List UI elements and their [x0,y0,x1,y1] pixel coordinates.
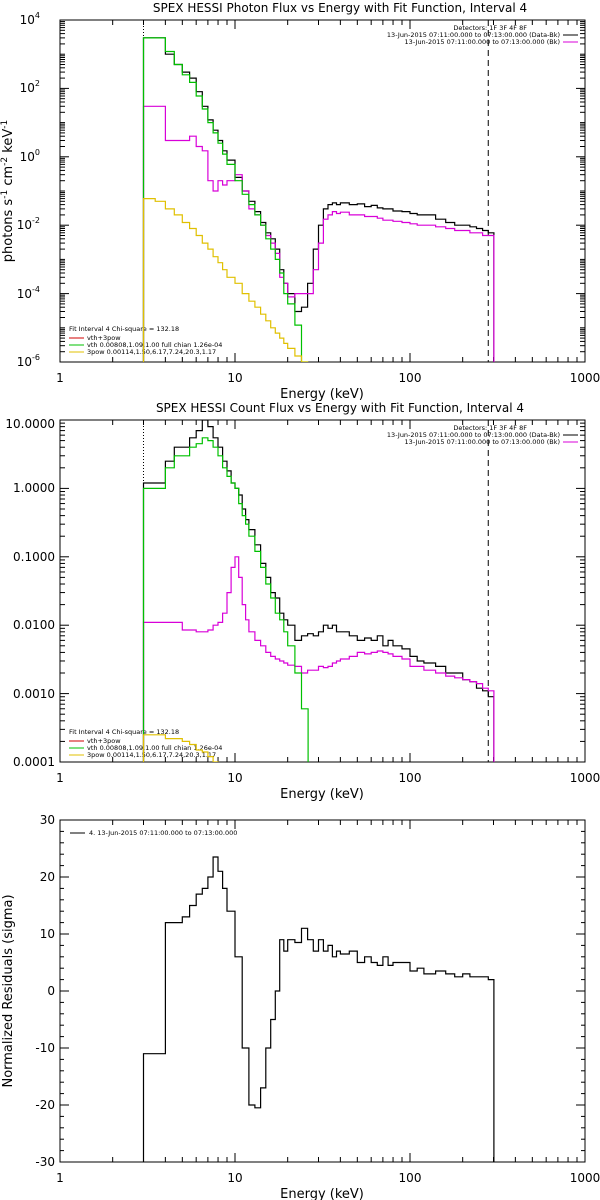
x-tick-label: 100 [399,371,422,385]
y-tick-label: 0.1000 [13,550,55,564]
x-tick-label: 1 [56,771,64,785]
legend-header: Fit Interval 4 Chi-square = 132.18 [69,728,179,736]
legend-entry: vth 0.00808,1.09,1.00 full chian 1.26e-0… [87,341,222,349]
y-tick-label: 10.0000 [5,417,55,431]
photon-flux-y-axis-title: photons s-1 cm-2 keV-1 [0,120,16,262]
series-line-1 [142,105,495,362]
photon-flux-chart: SPEX HESSI Photon Flux vs Energy with Fi… [0,1,600,402]
legend-header: Fit Interval 4 Chi-square = 132.18 [69,325,179,333]
residuals-x-axis-title: Energy (keV) [280,1187,364,1200]
series-line-3 [142,198,320,362]
photon-flux-x-axis-title: Energy (keV) [280,387,364,402]
y-tick-label: 10-6 [17,353,40,369]
y-tick-label: 100 [20,148,40,164]
count-flux-legend-right: Detectors: 1F 3F 4F 8F 13-Jun-2015 07:11… [387,424,578,446]
legend-header: Detectors: 1F 3F 4F 8F [453,24,527,32]
legend-entry: vth+3pow [87,334,121,342]
photon-flux-x-ticks: 1 10 100 1000 [56,371,600,385]
x-tick-label: 10 [227,1171,242,1185]
y-tick-label: 0 [47,984,55,998]
y-tick-label: 0.0001 [13,755,55,769]
series-line-1 [142,556,495,762]
y-tick-label: 10-2 [17,216,40,232]
series-line-0 [142,856,495,1162]
x-tick-label: 100 [399,771,422,785]
y-tick-label: -20 [35,1098,55,1112]
legend-entry: 13-Jun-2015 07:11:00.000 to 07:13:00.000… [387,431,560,439]
x-tick-label: 100 [399,1171,422,1185]
legend-entry: 3pow 0.00114,1.50,6.17,7.24,20.3,1.17 [87,348,216,356]
photon-flux-frame [59,19,586,363]
legend-entry: 3pow 0.00114,1.50,6.17,7.24,20.3,1.17 [87,751,216,759]
photon-flux-legend-left: Fit Interval 4 Chi-square = 132.18 vth+3… [69,325,222,356]
residuals-y-ticks: -30 -20 -10 0 10 20 30 [35,813,55,1169]
y-tick-label: 10-4 [17,285,40,301]
legend-entry: 13-Jun-2015 07:11:00.000 to 07:13:00.000… [405,38,560,46]
count-flux-frame [59,419,586,763]
x-tick-label: 1000 [570,1171,600,1185]
y-tick-label: 0.0100 [13,618,55,632]
series-line-0 [142,420,495,762]
x-tick-label: 10 [227,771,242,785]
legend-entry: 4. 13-Jun-2015 07:11:00.000 to 07:13:00.… [89,829,237,837]
count-flux-legend-left: Fit Interval 4 Chi-square = 132.18 vth+3… [69,728,222,759]
count-flux-chart: SPEX HESSI Count Flux vs Energy with Fit… [5,401,600,802]
residuals-frame [59,819,586,1163]
y-tick-label: 102 [20,79,40,95]
x-tick-label: 1000 [570,371,600,385]
residuals-chart: 1 10 100 1000 Energy (keV) -30 -20 -10 0… [1,813,600,1200]
count-flux-title: SPEX HESSI Count Flux vs Energy with Fit… [156,401,524,415]
photon-flux-y-ticks: 10-6 10-4 10-2 100 102 104 [17,11,40,369]
residuals-x-ticks: 1 10 100 1000 [56,1171,600,1185]
residuals-legend: 4. 13-Jun-2015 07:11:00.000 to 07:13:00.… [70,829,237,837]
series-line-2 [142,37,309,362]
x-tick-label: 1 [56,371,64,385]
y-tick-label: 1.0000 [13,481,55,495]
y-tick-label: 10 [40,927,55,941]
photon-flux-title: SPEX HESSI Photon Flux vs Energy with Fi… [153,1,527,15]
count-flux-x-ticks: 1 10 100 1000 [56,771,600,785]
series-line-2 [142,437,309,762]
legend-entry: vth+3pow [87,737,121,745]
y-tick-label: 30 [40,813,55,827]
x-tick-label: 10 [227,371,242,385]
count-flux-x-axis-title: Energy (keV) [280,787,364,802]
photon-flux-legend-right: Detectors: 1F 3F 4F 8F 13-Jun-2015 07:11… [387,24,578,46]
y-tick-label: 0.0010 [13,687,55,701]
count-flux-y-ticks: 0.0001 0.0010 0.0100 0.1000 1.0000 10.00… [5,417,55,769]
y-tick-label: 20 [40,870,55,884]
legend-header: Detectors: 1F 3F 4F 8F [453,424,527,432]
legend-entry: 13-Jun-2015 07:11:00.000 to 07:13:00.000… [387,31,560,39]
residuals-y-axis-title: Normalized Residuals (sigma) [1,894,16,1087]
series-line-3 [142,734,224,762]
legend-entry: 13-Jun-2015 07:11:00.000 to 07:13:00.000… [405,438,560,446]
y-tick-label: 104 [20,11,40,27]
x-tick-label: 1 [56,1171,64,1185]
x-tick-label: 1000 [570,771,600,785]
y-tick-label: -10 [35,1041,55,1055]
y-tick-label: -30 [35,1155,55,1169]
legend-entry: vth 0.00808,1.09,1.00 full chian 1.26e-0… [87,744,222,752]
